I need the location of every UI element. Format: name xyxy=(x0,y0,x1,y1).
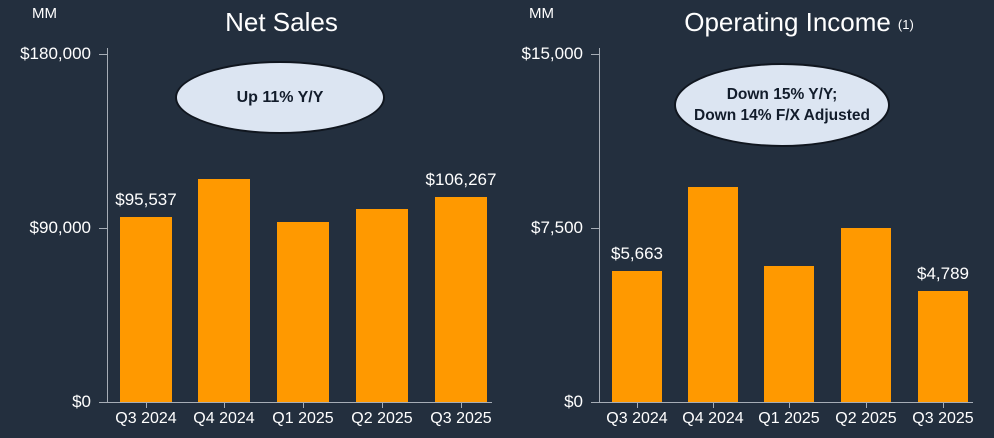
y-tick-label: $180,000 xyxy=(20,44,91,63)
operating-income-chart: MM Operating Income (1) Down 15% Y/Y; Dow… xyxy=(497,0,994,438)
units-label: MM xyxy=(529,5,554,22)
category-label: Q3 2025 xyxy=(912,410,974,427)
y-tick-label: $90,000 xyxy=(29,218,91,237)
callout-bubble: Down 15% Y/Y; Down 14% F/X Adjusted xyxy=(674,63,890,147)
y-axis-line xyxy=(107,48,108,402)
x-tick-mark xyxy=(303,403,304,408)
chart-title-net-sales: Net Sales xyxy=(89,6,474,38)
x-tick-mark xyxy=(866,403,867,408)
y-tick-mark xyxy=(99,228,107,229)
category-label: Q4 2024 xyxy=(193,410,255,427)
y-tick-label: $15,000 xyxy=(521,44,583,63)
title-footnote-marker: (1) xyxy=(897,17,914,32)
callout-text-line-1: Down 15% Y/Y; xyxy=(726,86,838,103)
net-sales-chart: MM Net Sales Up 11% Y/Y $0 $90,000 $180,00… xyxy=(20,5,496,427)
plot-area: $0 $90,000 $180,000 Q3 2024 Q4 2024 Q1 2025 Q2… xyxy=(20,44,496,427)
bar-q4-2024 xyxy=(198,178,250,402)
bar-q2-2025 xyxy=(356,208,408,402)
y-tick-label: $7,500 xyxy=(531,218,583,237)
y-tick-mark xyxy=(591,54,599,55)
x-tick-mark xyxy=(224,403,225,408)
data-label: $95,537 xyxy=(115,190,177,210)
category-label: Q2 2025 xyxy=(835,410,897,427)
y-tick-label: $0 xyxy=(564,392,583,411)
bar-q3-2025 xyxy=(435,196,487,402)
plot-area: $0 $7,500 $15,000 Q3 2024 Q4 2024 Q1 2025 Q2 2… xyxy=(497,0,994,438)
callout-bubble: Up 11% Y/Y xyxy=(175,61,385,134)
x-axis-line xyxy=(99,402,492,403)
units-label: MM xyxy=(32,5,57,22)
category-label: Q4 2024 xyxy=(682,410,744,427)
data-label: $5,663 xyxy=(611,243,663,263)
x-tick-mark xyxy=(789,403,790,408)
category-label: Q2 2025 xyxy=(351,410,413,427)
bar-q4-2024 xyxy=(688,187,738,402)
y-tick-label: $0 xyxy=(72,392,91,411)
x-tick-mark xyxy=(943,403,944,408)
x-axis-line xyxy=(591,402,973,403)
y-tick-mark xyxy=(591,228,599,229)
y-tick-mark xyxy=(99,54,107,55)
bar-q2-2025 xyxy=(841,227,891,402)
bar-q1-2025 xyxy=(764,266,814,402)
bar-q1-2025 xyxy=(277,222,329,402)
category-label: Q3 2025 xyxy=(430,410,492,427)
x-tick-mark xyxy=(382,403,383,408)
category-label: Q1 2025 xyxy=(758,410,820,427)
chart-title-text: Net Sales xyxy=(225,7,338,37)
x-tick-mark xyxy=(713,403,714,408)
bar-q3-2024 xyxy=(612,270,662,402)
bar-q3-2024 xyxy=(120,217,172,402)
chart-title-operating-income: Operating Income (1) xyxy=(612,6,986,43)
chart-title-text: Operating Income xyxy=(684,7,891,37)
callout-text: Up 11% Y/Y xyxy=(236,88,324,106)
callout-text-line-2: Down 14% F/X Adjusted xyxy=(694,107,870,124)
category-label: Q3 2024 xyxy=(115,410,177,427)
data-label: $106,267 xyxy=(425,169,497,189)
bar-q3-2025 xyxy=(918,290,968,402)
category-label: Q1 2025 xyxy=(272,410,334,427)
y-axis-line xyxy=(599,48,600,402)
x-tick-mark xyxy=(146,403,147,408)
x-tick-mark xyxy=(461,403,462,408)
x-tick-mark xyxy=(637,403,638,408)
data-label: $4,789 xyxy=(917,263,969,283)
category-label: Q3 2024 xyxy=(606,410,668,427)
